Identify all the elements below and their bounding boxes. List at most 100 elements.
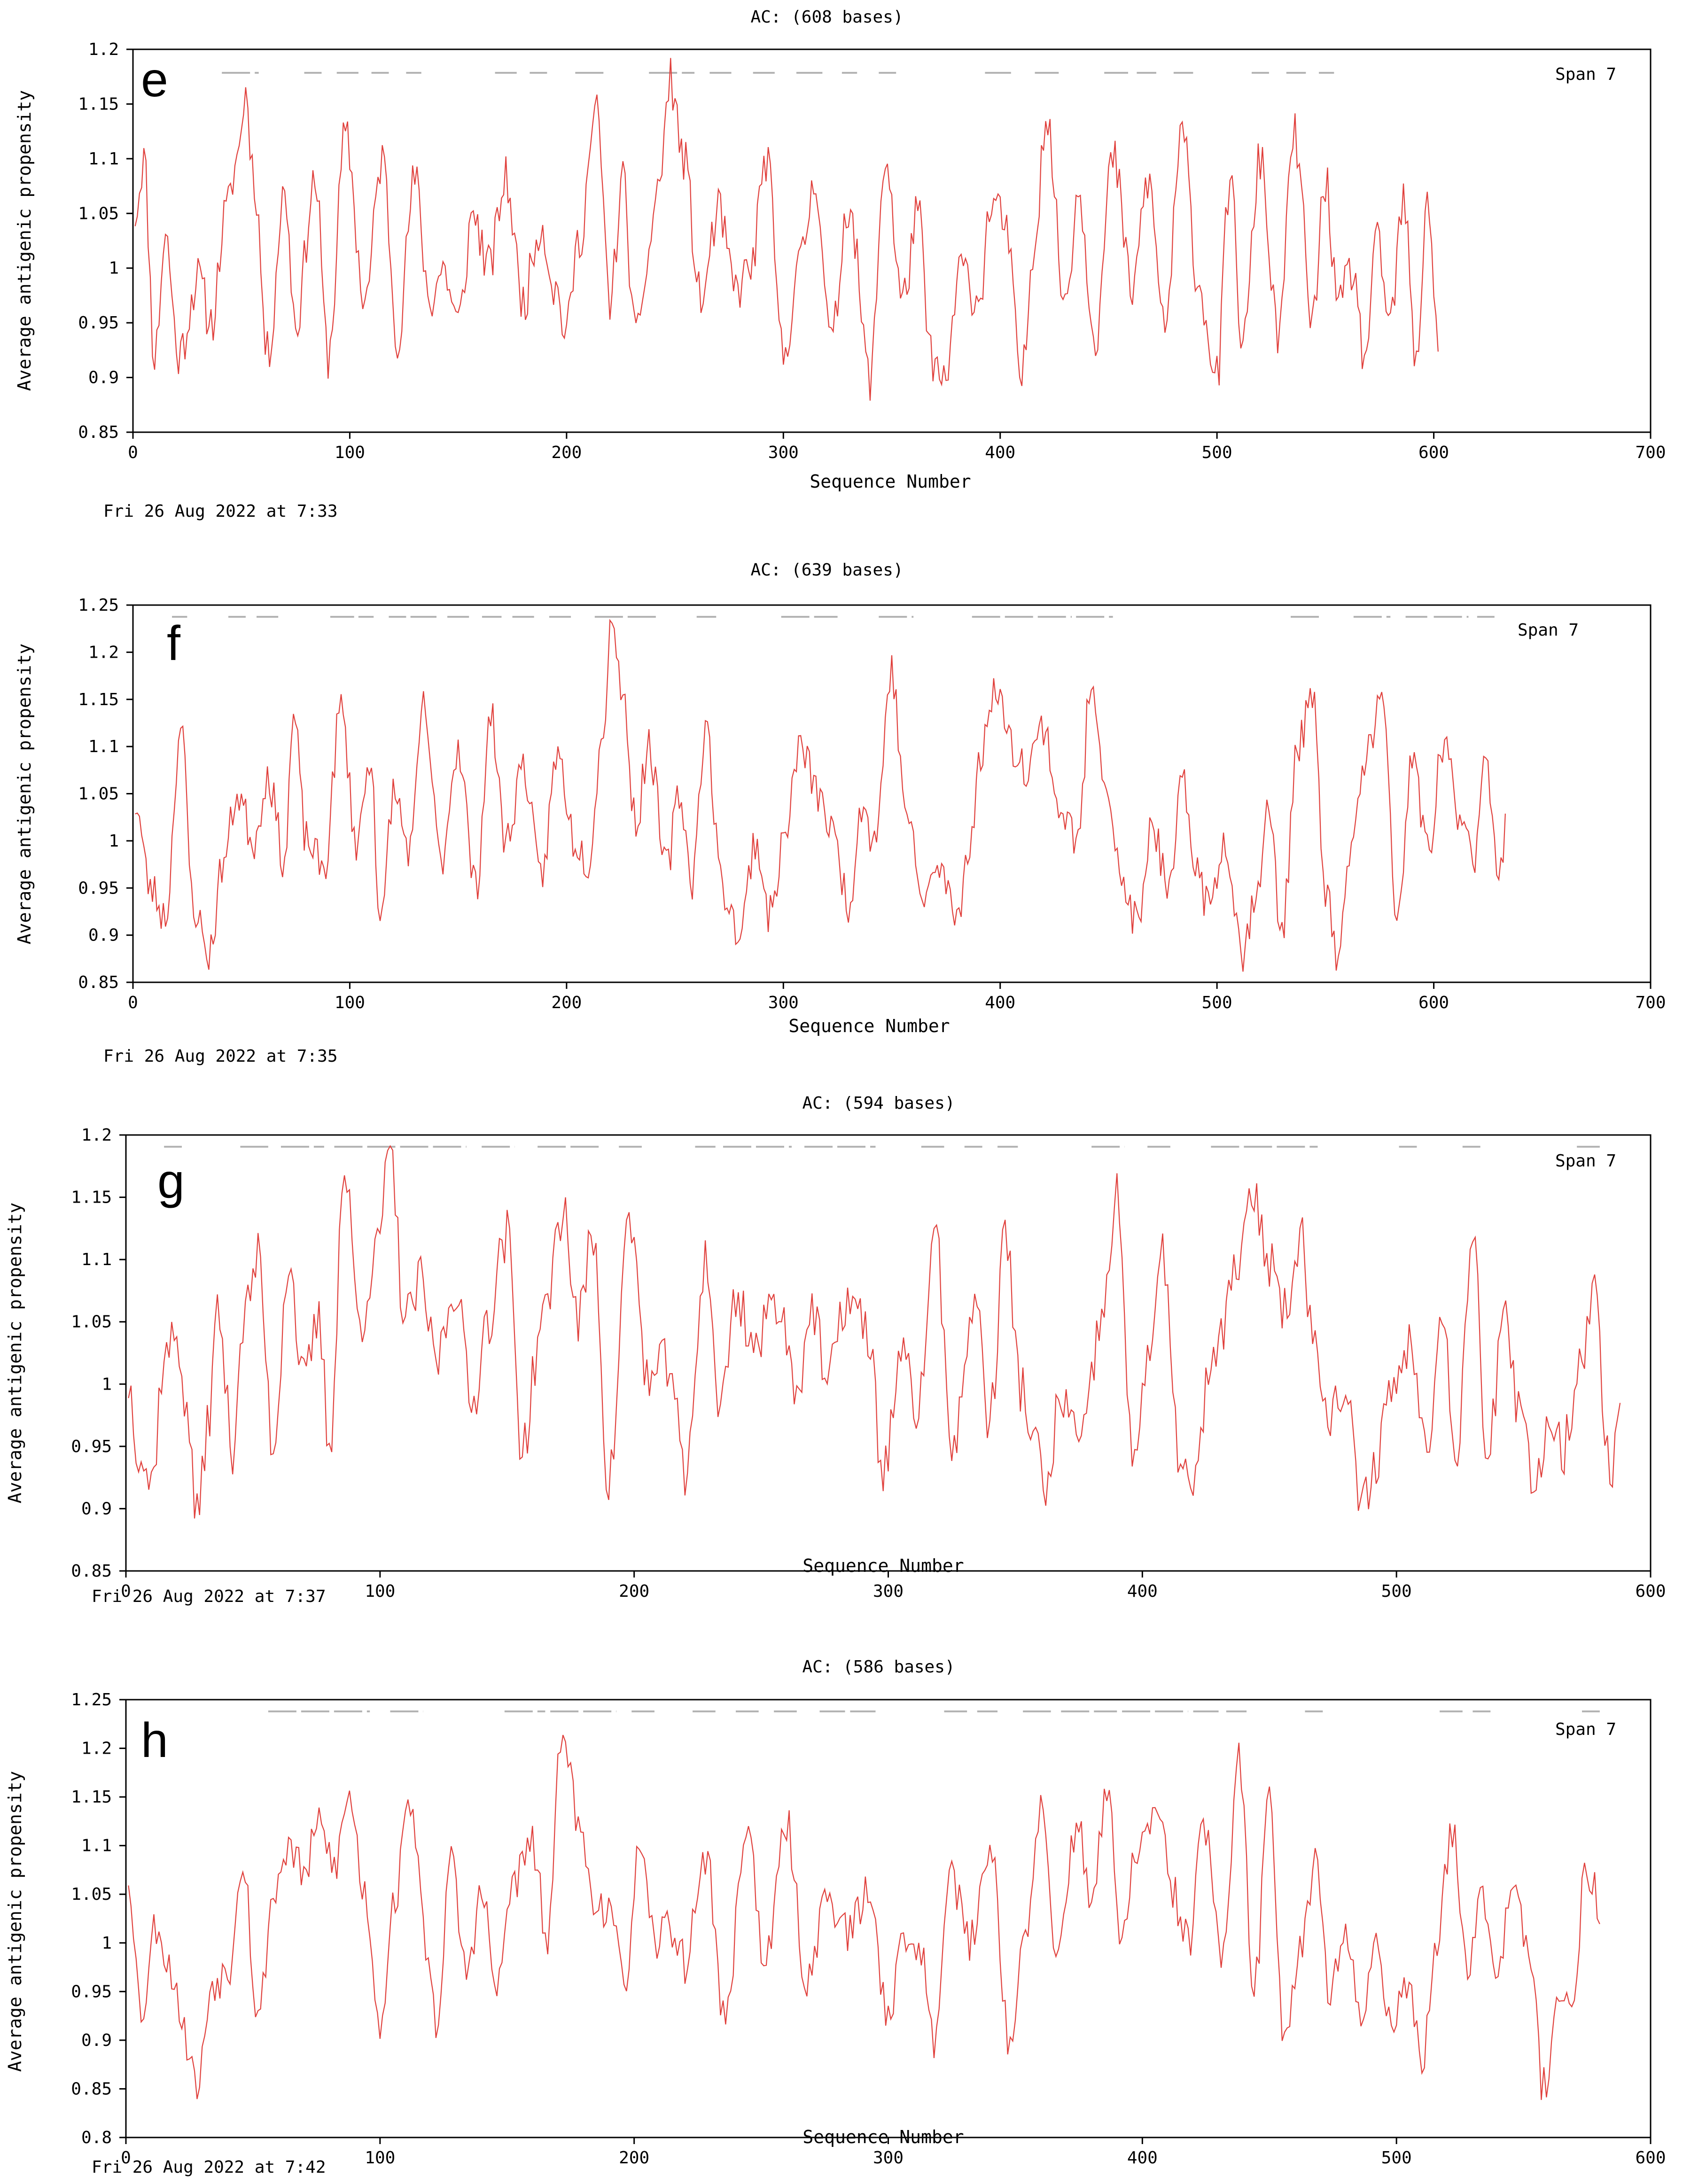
panel-letter: g — [157, 1154, 185, 1209]
x-tick-label: 500 — [1381, 1582, 1412, 1601]
timestamp: Fri 26 Aug 2022 at 7:35 — [103, 1047, 338, 1066]
y-ticks: 0.85 0.9 0.95 1 1.05 1.1 1.15 1.2 1.25 — [78, 596, 133, 992]
y-tick-label: 1.05 — [78, 785, 119, 804]
span-label: Span 7 — [1555, 1151, 1616, 1171]
x-ticks: 0 100 200 300 400 500 600 — [121, 1571, 1666, 1601]
x-tick-label: 300 — [768, 443, 799, 462]
chart-title: AC: (594 bases) — [802, 1094, 955, 1113]
y-tick-label: 1.1 — [88, 149, 119, 169]
y-tick-label: 1 — [101, 1934, 112, 1953]
y-axis-label: Average antigenic propensity — [5, 1203, 25, 1504]
x-ticks: 0 100 200 300 400 500 600 — [121, 2137, 1666, 2168]
timestamp: Fri 26 Aug 2022 at 7:37 — [92, 1587, 326, 1606]
series-line — [128, 1734, 1600, 2100]
chart-h: AC: (586 bases) 0.8 0.85 0.9 0.95 1 1.05 1.1 1.… — [5, 1657, 1666, 2177]
chart-f: AC: (639 bases) 0.85 0.9 0.95 1 1.05 1.1 1.15 1… — [14, 560, 1666, 1066]
x-tick-label: 300 — [873, 2148, 904, 2168]
x-tick-label: 0 — [128, 993, 138, 1012]
y-axis-label: Average antigenic propensity — [14, 90, 35, 391]
y-tick-label: 1.15 — [71, 1788, 112, 1807]
y-ticks: 0.85 0.9 0.95 1 1.05 1.1 1.15 1.2 — [71, 1126, 126, 1581]
y-tick-label: 0.85 — [78, 423, 119, 442]
x-ticks: 0 100 200 300 400 500 600 700 — [128, 982, 1666, 1012]
plot-frame — [132, 48, 1652, 433]
panel-letter: h — [141, 1713, 168, 1768]
y-tick-label: 0.9 — [81, 2031, 112, 2050]
x-tick-label: 100 — [335, 993, 365, 1012]
x-axis-label: Sequence Number — [803, 1555, 964, 1576]
span-label: Span 7 — [1518, 621, 1579, 640]
y-tick-label: 0.85 — [78, 973, 119, 992]
chart-panel-g: AC: (594 bases) 0.85 0.9 0.95 1 1.05 1.1 1.15 1… — [0, 1085, 1683, 1625]
y-tick-label: 1.2 — [81, 1739, 112, 1758]
y-tick-label: 0.85 — [71, 1562, 112, 1581]
chart-panel-e: AC: (608 bases) 0.85 0.9 0.95 1 1.05 1.1 1.15 1… — [0, 0, 1683, 540]
x-tick-label: 500 — [1202, 443, 1232, 462]
x-tick-label: 300 — [768, 993, 799, 1012]
y-tick-label: 1.25 — [78, 596, 119, 615]
x-tick-label: 300 — [873, 1582, 904, 1601]
x-tick-label: 400 — [985, 993, 1015, 1012]
chart-title: AC: (586 bases) — [802, 1657, 955, 1677]
y-tick-label: 1.25 — [71, 1690, 112, 1710]
plot-frame — [125, 1134, 1652, 1572]
x-axis-label: Sequence Number — [803, 2127, 964, 2147]
x-tick-label: 100 — [335, 443, 365, 462]
x-tick-label: 600 — [1635, 1582, 1666, 1601]
chart-e: AC: (608 bases) 0.85 0.9 0.95 1 1.05 1.1 1.15 1… — [14, 8, 1666, 521]
y-tick-label: 0.95 — [71, 1982, 112, 2001]
y-tick-label: 1.05 — [71, 1885, 112, 1904]
y-tick-label: 0.95 — [71, 1437, 112, 1456]
chart-title: AC: (639 bases) — [750, 560, 903, 580]
chart-panel-h: AC: (586 bases) 0.8 0.85 0.9 0.95 1 1.05 1.1 1.… — [0, 1649, 1683, 2184]
panel-letter: e — [141, 53, 168, 107]
x-tick-label: 400 — [1127, 2148, 1158, 2168]
y-tick-label: 1.2 — [88, 40, 119, 59]
panel-letter: f — [167, 616, 181, 671]
y-axis-label: Average antigenic propensity — [5, 1771, 25, 2072]
x-tick-label: 600 — [1418, 443, 1449, 462]
y-tick-label: 1.15 — [78, 94, 119, 114]
y-tick-label: 1.2 — [88, 643, 119, 662]
y-tick-label: 1.1 — [88, 737, 119, 756]
x-ticks: 0 100 200 300 400 500 600 700 — [128, 432, 1666, 462]
y-ticks: 0.8 0.85 0.9 0.95 1 1.05 1.1 1.15 1.2 1.25 — [71, 1690, 126, 2147]
x-tick-label: 600 — [1418, 993, 1449, 1012]
x-tick-label: 0 — [121, 1582, 131, 1601]
x-tick-label: 200 — [551, 443, 582, 462]
x-tick-label: 100 — [365, 2148, 395, 2168]
y-tick-label: 1.15 — [78, 690, 119, 709]
y-tick-label: 1.1 — [81, 1250, 112, 1269]
x-tick-label: 500 — [1381, 2148, 1412, 2168]
timestamp: Fri 26 Aug 2022 at 7:33 — [103, 502, 338, 521]
y-axis-label: Average antigenic propensity — [14, 644, 35, 945]
y-ticks: 0.85 0.9 0.95 1 1.05 1.1 1.15 1.2 — [78, 40, 133, 442]
x-tick-label: 500 — [1202, 993, 1232, 1012]
x-tick-label: 0 — [128, 443, 138, 462]
chart-g: AC: (594 bases) 0.85 0.9 0.95 1 1.05 1.1 1.15 1… — [5, 1094, 1666, 1606]
y-tick-label: 0.85 — [71, 2079, 112, 2099]
series-line — [128, 1145, 1621, 1519]
x-tick-label: 200 — [619, 2148, 649, 2168]
y-tick-label: 0.8 — [81, 2128, 112, 2147]
x-tick-label: 400 — [1127, 1582, 1158, 1601]
x-tick-label: 700 — [1635, 443, 1666, 462]
y-tick-label: 1.15 — [71, 1188, 112, 1207]
y-tick-label: 1 — [101, 1375, 112, 1394]
x-axis-label: Sequence Number — [788, 1016, 950, 1036]
x-tick-label: 600 — [1635, 2148, 1666, 2168]
x-tick-label: 700 — [1635, 993, 1666, 1012]
series-line — [135, 619, 1506, 972]
chart-panel-f: AC: (639 bases) 0.85 0.9 0.95 1 1.05 1.1 1.15 1… — [0, 554, 1683, 1090]
y-tick-label: 0.9 — [88, 926, 119, 945]
series-line — [134, 58, 1439, 401]
y-tick-label: 1.1 — [81, 1836, 112, 1856]
span-label: Span 7 — [1555, 65, 1616, 84]
y-tick-label: 1.2 — [81, 1126, 112, 1145]
x-tick-label: 100 — [365, 1582, 395, 1601]
y-tick-label: 0.9 — [88, 368, 119, 388]
chart-title: AC: (608 bases) — [750, 8, 903, 27]
y-tick-label: 0.9 — [81, 1499, 112, 1518]
span-label: Span 7 — [1555, 1720, 1616, 1739]
x-tick-label: 400 — [985, 443, 1015, 462]
